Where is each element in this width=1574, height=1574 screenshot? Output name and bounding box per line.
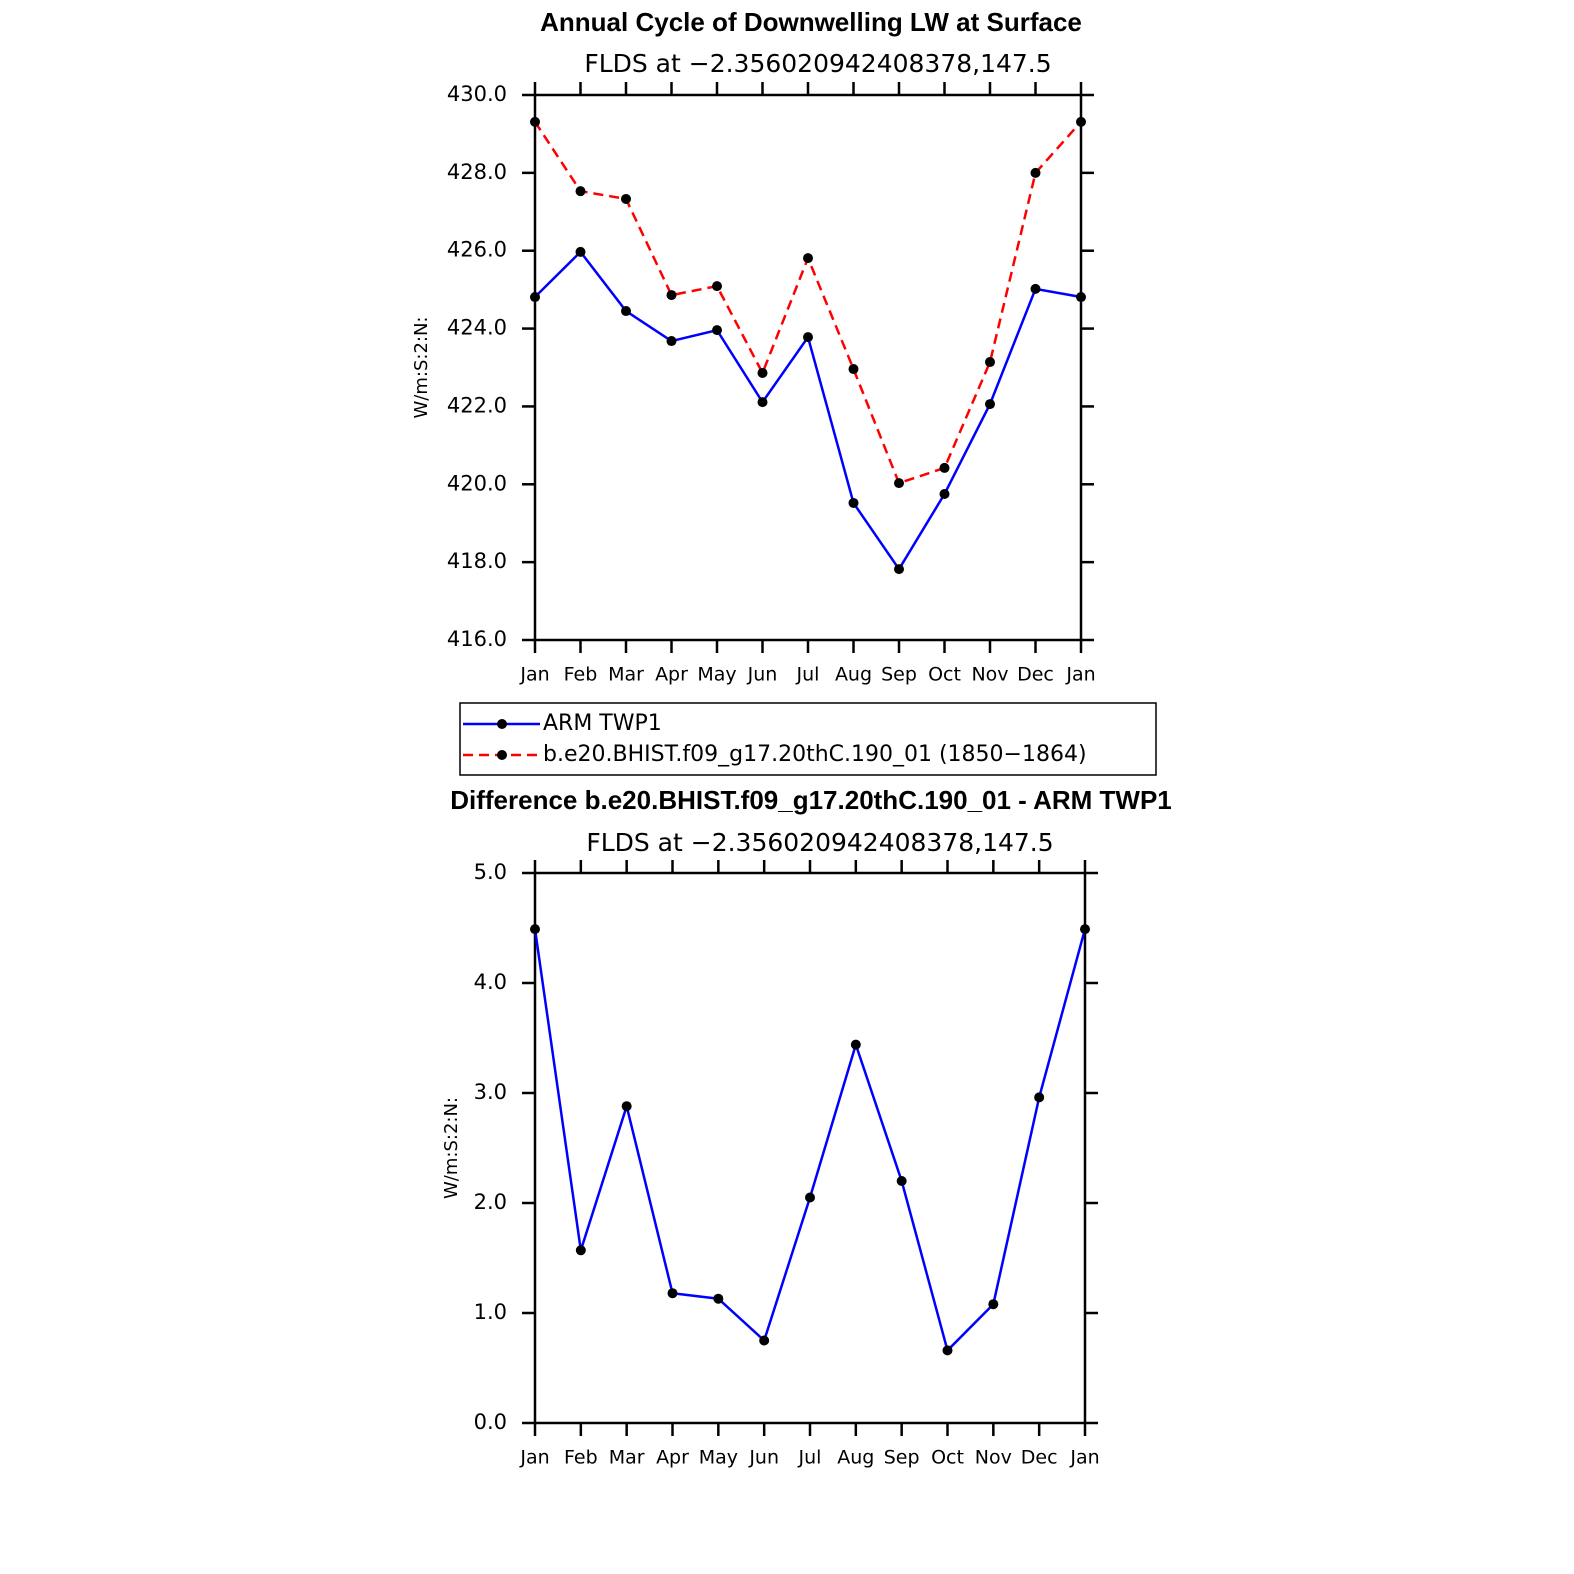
data-point: [939, 462, 950, 473]
y-tick-label: 426.0: [447, 238, 507, 262]
data-point: [757, 397, 768, 408]
y-axis-label: W/m:S:2:N:: [411, 317, 432, 419]
legend-label: b.e20.BHIST.f09_g17.20thC.190_01 (1850−1…: [543, 742, 1087, 767]
y-tick-label: 430.0: [447, 82, 507, 106]
x-tick-label: Jan: [1069, 1447, 1099, 1469]
x-tick-label: Oct: [931, 1447, 964, 1469]
x-tick-label: Dec: [1021, 1447, 1058, 1469]
x-tick-label: Mar: [608, 664, 644, 686]
data-point: [803, 253, 813, 264]
data-point: [621, 306, 631, 317]
x-tick-label: Jan: [1065, 664, 1095, 686]
data-point: [896, 1176, 907, 1186]
data-point: [666, 336, 677, 347]
data-point: [621, 1101, 632, 1112]
x-tick-label: Jun: [747, 664, 778, 686]
y-tick-label: 424.0: [447, 316, 507, 340]
x-tick-label: Nov: [975, 1447, 1012, 1469]
x-tick-label: Feb: [564, 1447, 598, 1469]
data-point: [1076, 292, 1086, 303]
y-tick-label: 416.0: [447, 627, 507, 651]
y-tick-label: 420.0: [447, 471, 507, 495]
y-tick-label: 428.0: [447, 160, 507, 184]
y-tick-label: 1.0: [474, 1300, 507, 1324]
legend-label: ARM TWP1: [543, 711, 662, 736]
series-line: [533, 121, 1082, 485]
data-point: [894, 478, 904, 489]
y-tick-label: 3.0: [474, 1080, 507, 1104]
plot-frame: [533, 871, 1087, 1425]
data-point: [712, 325, 722, 336]
data-point: [848, 364, 859, 375]
x-tick-label: Dec: [1017, 664, 1054, 686]
data-point: [803, 332, 813, 343]
data-point: [1080, 924, 1090, 935]
chart-subtitle: FLDS at −2.356020942408378,147.5: [586, 828, 1053, 857]
x-tick-label: Sep: [884, 1447, 920, 1469]
data-point: [894, 564, 904, 575]
x-tick-label: Oct: [928, 664, 961, 686]
data-point: [985, 357, 995, 368]
x-tick-label: Sep: [881, 664, 917, 686]
data-point: [805, 1192, 815, 1203]
data-point: [530, 924, 540, 935]
chart-subtitle: FLDS at −2.356020942408378,147.5: [584, 49, 1051, 78]
x-tick-label: Jun: [748, 1447, 779, 1469]
data-point: [1034, 1092, 1045, 1103]
x-tick-label: Nov: [971, 664, 1008, 686]
data-point: [848, 497, 859, 508]
y-tick-label: 2.0: [474, 1190, 507, 1214]
x-tick-label: Jul: [796, 664, 820, 686]
y-tick-label: 418.0: [447, 549, 507, 573]
x-tick-label: Aug: [835, 664, 872, 686]
data-point: [530, 292, 540, 303]
x-tick-label: Feb: [564, 664, 598, 686]
data-point: [713, 1293, 724, 1304]
chart-title: Annual Cycle of Downwelling LW at Surfac…: [540, 7, 1082, 37]
data-point: [759, 1335, 770, 1346]
data-point: [988, 1299, 999, 1310]
series-line: [533, 928, 1087, 1353]
data-point: [942, 1345, 953, 1356]
data-point: [666, 290, 677, 301]
x-tick-label: Jan: [519, 1447, 549, 1469]
data-point: [1030, 167, 1041, 178]
y-tick-label: 5.0: [474, 860, 507, 884]
y-axis-label: W/m:S:2:N:: [441, 1097, 462, 1199]
data-point: [667, 1288, 678, 1299]
legend-box: [459, 702, 1157, 776]
x-tick-label: Jul: [798, 1447, 822, 1469]
series-line: [534, 249, 1082, 572]
data-point: [621, 193, 631, 204]
legend-marker: [497, 750, 507, 760]
legend-marker: [497, 719, 507, 729]
y-tick-label: 0.0: [474, 1410, 507, 1434]
x-tick-label: Jan: [519, 664, 549, 686]
y-tick-label: 4.0: [474, 970, 507, 994]
x-tick-label: May: [697, 664, 736, 686]
chart-title: Difference b.e20.BHIST.f09_g17.20thC.190…: [450, 785, 1172, 815]
data-point: [939, 489, 950, 500]
y-tick-label: 422.0: [447, 393, 507, 417]
data-point: [1076, 116, 1086, 127]
x-tick-label: Apr: [656, 1447, 689, 1469]
data-point: [712, 281, 722, 292]
x-tick-label: May: [699, 1447, 738, 1469]
data-point: [530, 116, 540, 127]
x-tick-label: Mar: [609, 1447, 645, 1469]
data-point: [850, 1039, 861, 1050]
data-point: [985, 399, 995, 410]
x-tick-label: Aug: [837, 1447, 874, 1469]
plot-frame: [533, 93, 1083, 642]
data-point: [575, 186, 586, 197]
data-point: [757, 367, 768, 378]
data-point: [575, 246, 586, 257]
data-point: [1030, 283, 1041, 294]
x-tick-label: Apr: [655, 664, 688, 686]
data-point: [575, 1245, 586, 1256]
